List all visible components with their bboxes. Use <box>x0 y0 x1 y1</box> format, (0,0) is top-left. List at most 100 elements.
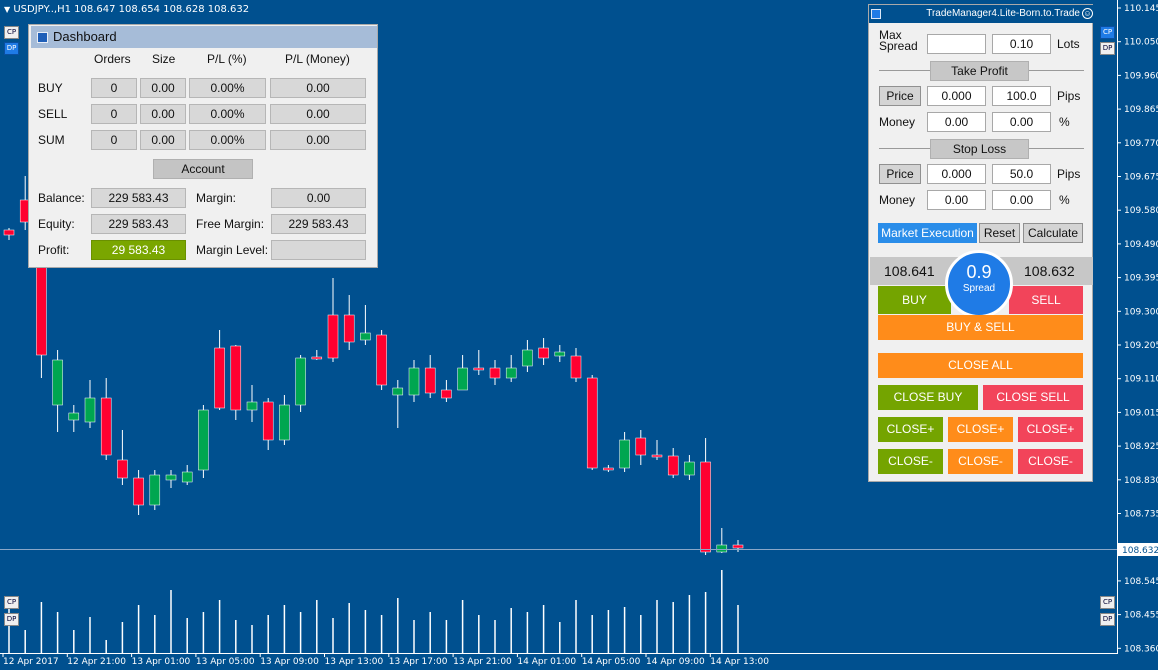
close-plus-buy-button[interactable]: CLOSE+ <box>878 417 943 442</box>
candle-body <box>538 347 549 359</box>
candle-body <box>181 471 193 483</box>
sell-button[interactable]: SELL <box>1009 286 1083 314</box>
margin-label: Margin: <box>196 191 237 205</box>
price-label: 108.830 <box>1124 476 1158 486</box>
lots-input[interactable]: 0.10 <box>992 34 1051 54</box>
tp-percent-input[interactable]: 0.00 <box>992 112 1051 132</box>
chart-title-text: USDJPY..,H1 108.647 108.654 108.628 108.… <box>13 4 250 15</box>
smiley-icon: ☺ <box>1082 8 1093 19</box>
row-sell-label: SELL <box>38 107 68 121</box>
price-label: 109.865 <box>1124 105 1158 115</box>
candle-body <box>732 544 744 549</box>
candle-body <box>343 314 355 343</box>
candle-body <box>52 359 63 406</box>
dp-button-top-right[interactable]: DP <box>1100 42 1115 55</box>
sl-pips-input[interactable]: 50.0 <box>992 164 1051 184</box>
stop-loss-section: Stop Loss <box>930 139 1029 159</box>
price-label: 108.735 <box>1124 510 1158 520</box>
max-label: Max <box>879 28 902 42</box>
dashboard-title: Dashboard <box>53 29 117 44</box>
chart-title-icon: ▼ <box>4 5 11 14</box>
dashboard-panel: Dashboard Orders Size P/L (%) P/L (Money… <box>28 24 378 268</box>
candle-body <box>489 367 501 379</box>
time-label: 12 Apr 21:00 <box>67 657 126 667</box>
buy-and-sell-button[interactable]: BUY & SELL <box>878 315 1083 340</box>
cp-button-top-left[interactable]: CP <box>4 26 19 39</box>
time-label: 13 Apr 01:00 <box>132 657 191 667</box>
buy-button[interactable]: BUY <box>878 286 951 314</box>
candle-body <box>84 397 96 423</box>
spread-value: 0.9 <box>966 262 992 282</box>
account-section: Account <box>153 159 253 179</box>
candle-body <box>327 314 339 359</box>
sl-price-button[interactable]: Price <box>879 164 921 184</box>
volume-bars <box>8 570 739 653</box>
tp-price-button[interactable]: Price <box>879 86 921 106</box>
buy-orders: 0 <box>91 78 137 98</box>
candle-body <box>505 367 517 379</box>
close-buy-button[interactable]: CLOSE BUY <box>878 385 978 410</box>
sell-orders: 0 <box>91 104 137 124</box>
sl-price-input[interactable]: 0.000 <box>927 164 986 184</box>
free-margin-value: 229 583.43 <box>271 214 366 234</box>
market-execution-button[interactable]: Market Execution <box>878 223 977 243</box>
col-pl-money: P/L (Money) <box>285 52 350 66</box>
dp-button-bottom-left[interactable]: DP <box>4 613 19 626</box>
time-label: 12 Apr 2017 <box>3 657 59 667</box>
candle-body <box>279 404 290 441</box>
candle-body <box>100 397 112 456</box>
candle-body <box>716 544 728 553</box>
spread-label: Spread <box>879 39 918 53</box>
candle-body <box>603 467 614 471</box>
sl-money-input[interactable]: 0.00 <box>927 190 986 210</box>
price-label: 109.015 <box>1124 408 1158 418</box>
close-minus-sell-button[interactable]: CLOSE- <box>1018 449 1083 474</box>
close-plus-sell-button[interactable]: CLOSE+ <box>1018 417 1083 442</box>
tp-price-input[interactable]: 0.000 <box>927 86 986 106</box>
row-sum-label: SUM <box>38 133 65 147</box>
time-label: 13 Apr 13:00 <box>325 657 384 667</box>
sum-orders: 0 <box>91 130 137 150</box>
equity-value: 229 583.43 <box>91 214 186 234</box>
close-all-button[interactable]: CLOSE ALL <box>878 353 1083 378</box>
candle-body <box>570 355 582 379</box>
dp-button-bottom-right[interactable]: DP <box>1100 613 1115 626</box>
reset-button[interactable]: Reset <box>979 223 1020 243</box>
candle-body <box>360 332 371 341</box>
cp-button-top-right[interactable]: CP <box>1100 26 1115 39</box>
candle-body <box>133 477 144 506</box>
col-orders: Orders <box>94 52 131 66</box>
cp-button-bottom-left[interactable]: CP <box>4 596 19 609</box>
candle-body <box>684 461 695 476</box>
sum-pl-pct: 0.00% <box>189 130 266 150</box>
spread-indicator: 0.9 Spread <box>945 250 1013 318</box>
candle-body <box>36 264 47 356</box>
trade-manager-header[interactable]: TradeManager4.Lite-Born.to.Trade ☺ <box>869 5 1094 23</box>
margin-level-label: Margin Level: <box>196 243 269 257</box>
sl-money-label: Money <box>879 193 916 207</box>
tp-pips-input[interactable]: 100.0 <box>992 86 1051 106</box>
sl-percent-input[interactable]: 0.00 <box>992 190 1051 210</box>
cp-button-bottom-right[interactable]: CP <box>1100 596 1115 609</box>
time-axis: 12 Apr 2017 12 Apr 21:00 13 Apr 01:00 13 Ap… <box>2 653 769 667</box>
close-minus-buy-button[interactable]: CLOSE- <box>878 449 943 474</box>
close-plus-all-button[interactable]: CLOSE+ <box>948 417 1013 442</box>
candle-body <box>700 461 711 553</box>
sl-percent-label: % <box>1059 193 1070 207</box>
price-label: 109.580 <box>1124 206 1158 216</box>
calculate-button[interactable]: Calculate <box>1023 223 1083 243</box>
max-spread-input[interactable] <box>927 34 986 54</box>
close-minus-all-button[interactable]: CLOSE- <box>948 449 1013 474</box>
chart-title: ▼ USDJPY..,H1 108.647 108.654 108.628 10… <box>4 4 249 15</box>
price-label: 109.395 <box>1124 274 1158 284</box>
tp-money-input[interactable]: 0.00 <box>927 112 986 132</box>
ask-price: 108.632 <box>1024 263 1075 279</box>
candle-body <box>246 401 258 411</box>
dashboard-header[interactable]: Dashboard <box>31 26 377 48</box>
tp-percent-label: % <box>1059 115 1070 129</box>
dp-button-top-left[interactable]: DP <box>4 42 19 55</box>
sell-size: 0.00 <box>140 104 186 124</box>
balance-label: Balance: <box>38 191 85 205</box>
close-sell-button[interactable]: CLOSE SELL <box>983 385 1083 410</box>
